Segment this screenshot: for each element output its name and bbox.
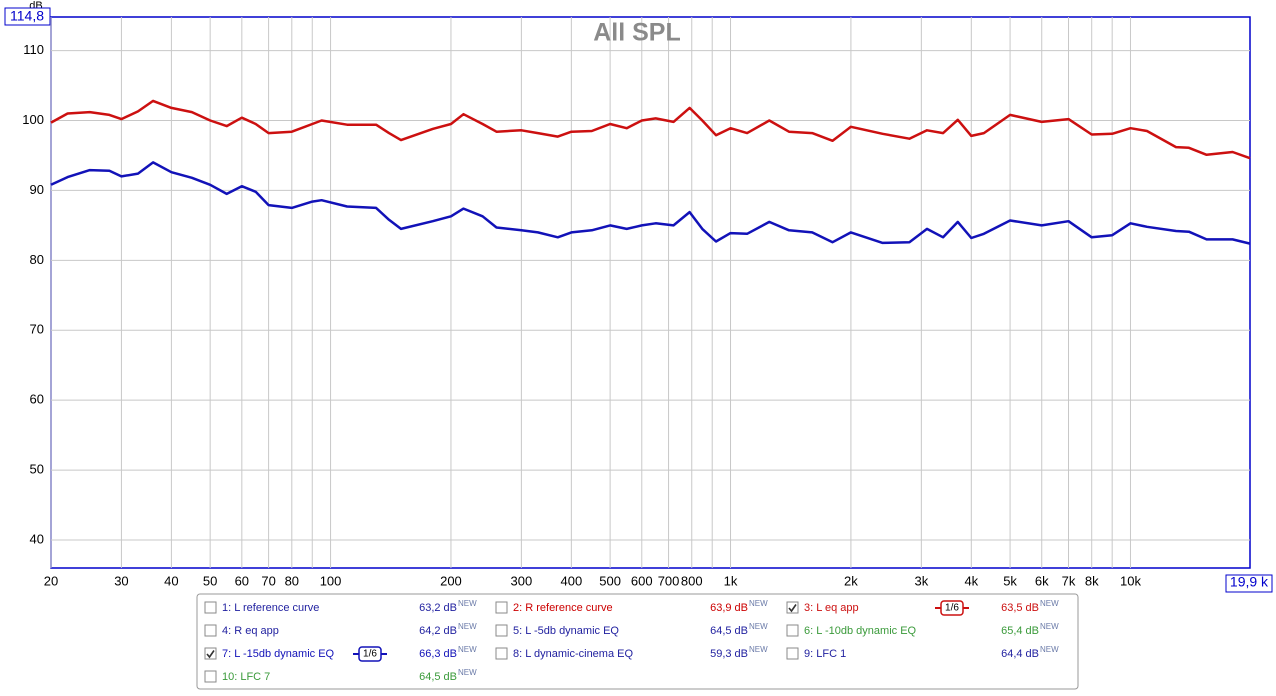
legend-level: 64,4 dB [1001, 648, 1039, 660]
x-tick-label: 10k [1120, 573, 1141, 588]
x-tick-label: 5k [1003, 573, 1017, 588]
legend-checkbox[interactable] [786, 647, 799, 660]
smoothing-badge[interactable] [940, 600, 964, 616]
series-line [50, 161, 1251, 245]
x-tick-label: 100 [320, 573, 342, 588]
legend-checkbox[interactable] [495, 601, 508, 614]
legend-name[interactable]: 1: L reference curve [222, 602, 319, 614]
legend-name[interactable]: 3: L eq app [804, 602, 859, 614]
x-tick-label: 4k [964, 573, 978, 588]
legend-level: 63,2 dB [419, 602, 457, 614]
y-tick-label: 100 [22, 112, 44, 127]
legend-level: 66,3 dB [419, 648, 457, 660]
x-tick-label: 50 [203, 573, 217, 588]
legend-name[interactable]: 8: L dynamic-cinema EQ [513, 648, 633, 660]
legend-checkbox[interactable] [204, 601, 217, 614]
chart-title: All SPL [593, 19, 681, 47]
legend-name[interactable]: 5: L -5db dynamic EQ [513, 625, 619, 637]
x-limit-box [1225, 574, 1273, 593]
legend-name[interactable]: 10: LFC 7 [222, 671, 270, 683]
y-tick-label: 70 [30, 322, 44, 337]
legend-level: 64,5 dB [419, 671, 457, 683]
y-tick-label: 50 [30, 462, 44, 477]
x-tick-label: 80 [285, 573, 299, 588]
x-tick-label: 300 [511, 573, 533, 588]
legend-name[interactable]: 7: L -15db dynamic EQ [222, 648, 335, 660]
x-tick-label: 40 [164, 573, 178, 588]
x-tick-label: 2k [844, 573, 858, 588]
plot-frame [50, 16, 1251, 569]
legend-level: 59,3 dB [710, 648, 748, 660]
x-limit-label: 19,9 k [1230, 574, 1269, 590]
series-line [50, 99, 1251, 160]
legend-new-badge: NEW [458, 599, 477, 608]
x-tick-label: 700 [658, 573, 680, 588]
smoothing-label: 1/6 [363, 649, 377, 660]
legend-checkbox[interactable] [204, 647, 217, 660]
y-tick-label: 40 [30, 531, 44, 546]
x-tick-label: 500 [599, 573, 621, 588]
y-axis-unit: dB [29, 0, 42, 12]
y-tick-label: 90 [30, 182, 44, 197]
legend-new-badge: NEW [1040, 622, 1059, 631]
x-tick-label: 3k [914, 573, 928, 588]
legend-check [788, 604, 797, 613]
legend-name[interactable]: 4: R eq app [222, 625, 279, 637]
y-limit-box [4, 7, 51, 26]
y-tick-label: 80 [30, 252, 44, 267]
legend-check [206, 650, 215, 659]
legend-checkbox[interactable] [495, 647, 508, 660]
smoothing-label: 1/6 [945, 603, 959, 614]
legend-checkbox[interactable] [786, 624, 799, 637]
legend-level: 63,5 dB [1001, 602, 1039, 614]
legend-level: 63,9 dB [710, 602, 748, 614]
legend-checkbox[interactable] [786, 601, 799, 614]
x-tick-label: 30 [114, 573, 128, 588]
x-tick-label: 7k [1062, 573, 1076, 588]
x-tick-label: 1k [724, 573, 738, 588]
legend-level: 64,5 dB [710, 625, 748, 637]
smoothing-badge[interactable] [358, 646, 382, 662]
legend-new-badge: NEW [458, 645, 477, 654]
x-tick-label: 800 [681, 573, 703, 588]
y-tick-label: 110 [23, 42, 44, 57]
x-tick-label: 20 [44, 573, 58, 588]
x-tick-label: 70 [261, 573, 275, 588]
legend-new-badge: NEW [1040, 599, 1059, 608]
legend-name[interactable]: 9: LFC 1 [804, 648, 846, 660]
legend-checkbox[interactable] [495, 624, 508, 637]
legend-panel [196, 593, 1079, 690]
x-tick-label: 8k [1085, 573, 1099, 588]
y-limit-label: 114,8 [10, 8, 44, 24]
y-tick-label: 60 [30, 392, 44, 407]
legend-new-badge: NEW [749, 645, 768, 654]
legend-new-badge: NEW [1040, 645, 1059, 654]
legend-new-badge: NEW [749, 622, 768, 631]
legend-level: 64,2 dB [419, 625, 457, 637]
x-tick-label: 600 [631, 573, 653, 588]
legend-checkbox[interactable] [204, 670, 217, 683]
legend-new-badge: NEW [458, 668, 477, 677]
legend-name[interactable]: 2: R reference curve [513, 602, 613, 614]
x-tick-label: 60 [235, 573, 249, 588]
x-tick-label: 6k [1035, 573, 1049, 588]
legend-new-badge: NEW [749, 599, 768, 608]
x-tick-label: 200 [440, 573, 462, 588]
legend-level: 65,4 dB [1001, 625, 1039, 637]
legend-new-badge: NEW [458, 622, 477, 631]
legend-checkbox[interactable] [204, 624, 217, 637]
legend-name[interactable]: 6: L -10db dynamic EQ [804, 625, 917, 637]
x-tick-label: 400 [561, 573, 583, 588]
